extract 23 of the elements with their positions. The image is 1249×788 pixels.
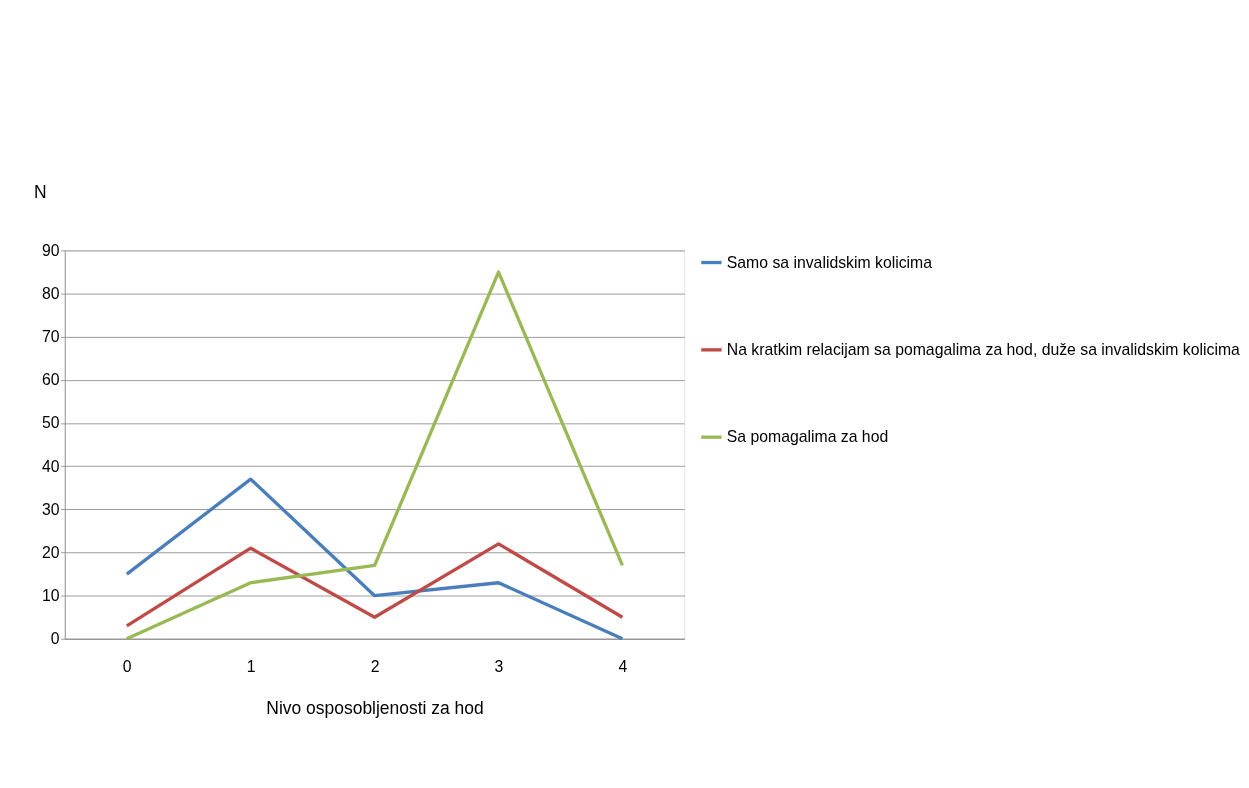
y-tick-label: 80 bbox=[41, 285, 60, 303]
y-tick-label: 60 bbox=[41, 371, 60, 389]
x-tick-label: 2 bbox=[370, 657, 380, 675]
x-tick-label: 4 bbox=[618, 657, 628, 675]
legend-label: Na kratkim relacijam sa pomagalima za hod, duže sa invalidskim kolicima bbox=[726, 340, 1241, 358]
line-series bbox=[125, 477, 625, 641]
x-tick-label: 1 bbox=[246, 657, 256, 675]
y-tick-label: 90 bbox=[41, 241, 60, 259]
y-axis-title: N bbox=[34, 181, 47, 202]
line-series bbox=[125, 542, 625, 628]
y-tick-label: 10 bbox=[41, 587, 60, 605]
y-tick-label: 20 bbox=[41, 543, 60, 561]
x-axis-title: Nivo osposobljenosti za hod bbox=[266, 698, 484, 719]
line-series bbox=[125, 270, 625, 641]
y-tick-label: 70 bbox=[41, 328, 60, 346]
legend-label: Sa pomagalima za hod bbox=[726, 428, 889, 446]
y-tick-label: 50 bbox=[41, 414, 60, 432]
y-tick-label: 30 bbox=[41, 500, 60, 518]
x-tick-label: 0 bbox=[122, 657, 132, 675]
x-tick-label: 3 bbox=[494, 657, 504, 675]
y-tick-label: 0 bbox=[50, 630, 60, 648]
legend-label: Samo sa invalidskim kolicima bbox=[726, 253, 933, 271]
y-tick-label: 40 bbox=[41, 457, 60, 475]
